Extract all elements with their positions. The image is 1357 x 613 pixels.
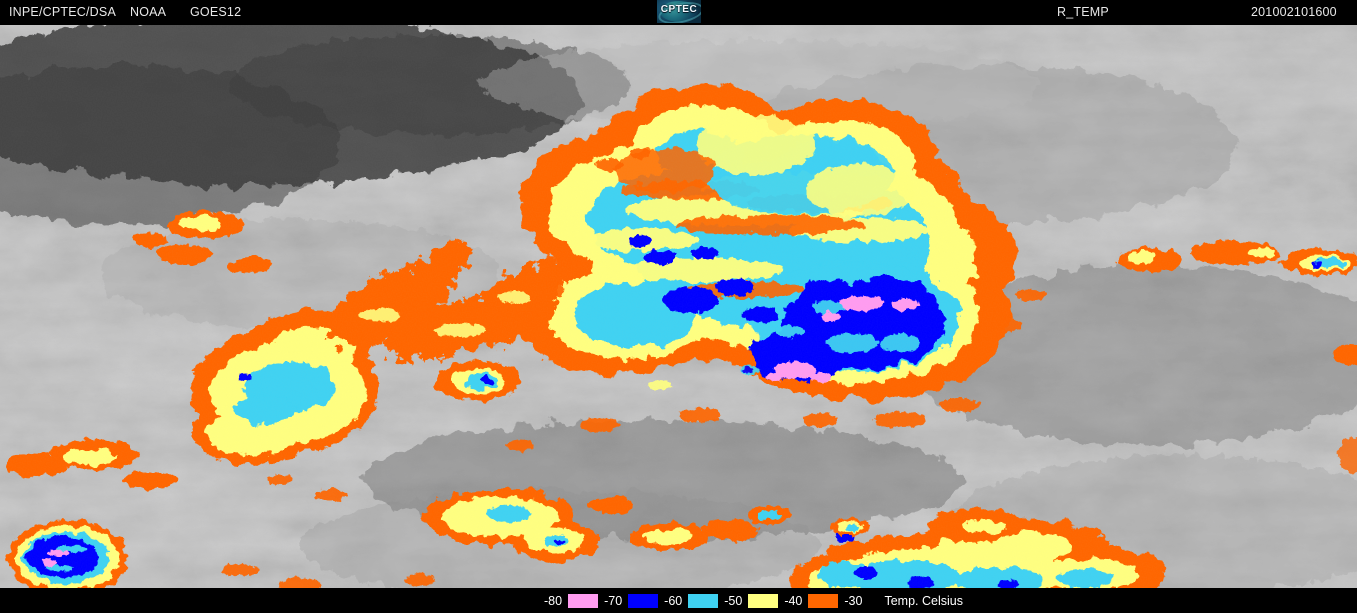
yellow-swatch — [748, 593, 779, 608]
globe-icon — [660, 1, 698, 22]
header-source-label: INPE/CPTEC/DSA — [9, 5, 116, 19]
infrared-cloud-image — [0, 25, 1357, 588]
legend-tick--60: -60 — [664, 593, 683, 608]
legend-units-label: Temp. Celsius — [884, 593, 963, 608]
cptec-logo-text: CPTEC — [660, 4, 698, 15]
blue-swatch — [628, 593, 659, 608]
cptec-logo: CPTEC — [657, 0, 701, 23]
color-legend-bar: -80 -70 -60 -50 -40 -30 Temp. Celsius — [0, 588, 1357, 613]
legend-tick--70: -70 — [604, 593, 623, 608]
header-bar: INPE/CPTEC/DSA NOAA GOES12 R_TEMP 201002… — [0, 0, 1357, 25]
satellite-image-canvas — [0, 25, 1357, 588]
header-product-label: R_TEMP — [1057, 5, 1109, 19]
cyan-swatch — [688, 593, 719, 608]
legend-scale: -80 -70 -60 -50 -40 -30 Temp. Celsius — [538, 588, 963, 613]
orange-swatch — [808, 593, 839, 608]
header-satellite-label: GOES12 — [190, 5, 242, 19]
header-agency-label: NOAA — [130, 5, 167, 19]
legend-tick--30: -30 — [844, 593, 863, 608]
pink-swatch — [568, 593, 599, 608]
legend-tick--80: -80 — [544, 593, 563, 608]
legend-tick--40: -40 — [784, 593, 803, 608]
header-datetime-label: 201002101600 — [1251, 5, 1337, 19]
legend-tick--50: -50 — [724, 593, 743, 608]
